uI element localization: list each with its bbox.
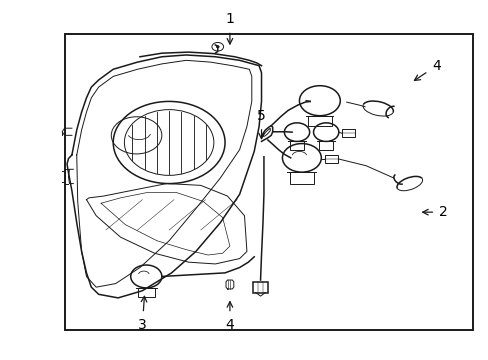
Text: 1: 1	[225, 12, 234, 44]
Bar	[253, 282, 267, 293]
Text: 4: 4	[414, 59, 440, 80]
Bar	[318, 141, 333, 150]
Bar	[64, 33, 472, 330]
Text: 4: 4	[225, 302, 234, 332]
Bar	[137, 288, 155, 297]
Text: 3: 3	[138, 296, 146, 332]
Circle shape	[216, 46, 219, 48]
Bar	[289, 141, 304, 150]
Text: 2: 2	[422, 205, 447, 219]
Bar	[289, 172, 313, 184]
Bar	[307, 116, 331, 126]
Text: 5: 5	[257, 109, 265, 139]
Bar	[324, 155, 338, 163]
Bar	[341, 129, 355, 137]
